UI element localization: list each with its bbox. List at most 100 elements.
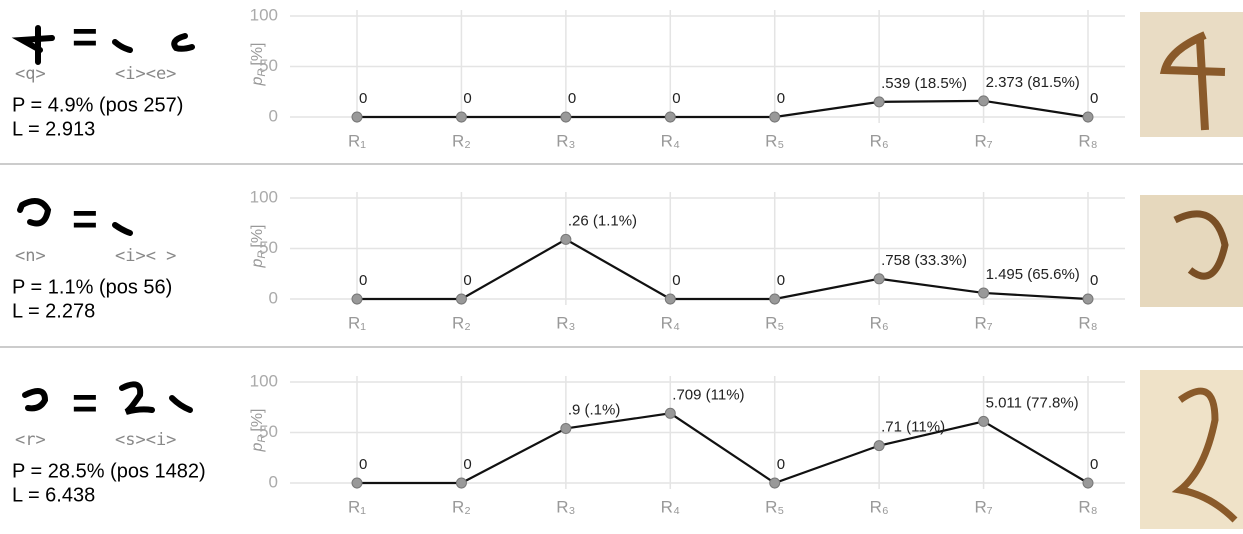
data-point <box>456 112 466 122</box>
data-point <box>770 112 780 122</box>
stat: L = 2.278 <box>12 300 95 322</box>
stat: P = 28.5% (pos 1482) <box>12 460 206 482</box>
thumbnails <box>1140 12 1243 529</box>
x-tick-label: R₄ <box>661 131 680 150</box>
y-tick-label: 0 <box>269 106 278 125</box>
data-point <box>770 294 780 304</box>
point-label: .539 (18.5%) <box>881 75 967 92</box>
point-label: 0 <box>672 90 680 107</box>
y-tick-label: 100 <box>250 187 278 206</box>
x-tick-label: R₆ <box>870 497 889 516</box>
x-tick-label: R₄ <box>661 497 680 516</box>
x-tick-label: R₆ <box>870 313 889 332</box>
point-label: 0 <box>1090 90 1098 107</box>
point-label: 0 <box>777 272 785 289</box>
point-label: 0 <box>359 456 367 473</box>
y-tick-label: 50 <box>259 422 278 441</box>
x-tick-label: R₅ <box>765 313 784 332</box>
transcription: <n> <box>15 246 46 266</box>
point-label: 0 <box>1090 456 1098 473</box>
data-point <box>456 478 466 488</box>
y-tick-label: 0 <box>269 472 278 491</box>
data-point <box>1083 294 1093 304</box>
data-point <box>979 288 989 298</box>
point-label: .758 (33.3%) <box>881 252 967 269</box>
point-label: 0 <box>359 272 367 289</box>
stat: L = 2.913 <box>12 118 95 140</box>
equation-sign: = <box>72 13 98 62</box>
y-tick-label: 0 <box>269 288 278 307</box>
x-tick-label: R₃ <box>556 131 575 150</box>
point-label: 0 <box>463 272 471 289</box>
y-tick-label: 50 <box>259 56 278 75</box>
data-point <box>979 96 989 106</box>
x-tick-label: R₁ <box>348 497 366 516</box>
x-tick-label: R₇ <box>975 131 993 150</box>
transcription: <i>< > <box>115 246 176 266</box>
data-point <box>561 234 571 244</box>
point-label: .9 (.1%) <box>568 401 621 418</box>
data-point <box>561 423 571 433</box>
data-point <box>352 294 362 304</box>
stat: P = 4.9% (pos 257) <box>12 94 183 116</box>
data-point <box>979 416 989 426</box>
x-tick-label: R₁ <box>348 131 366 150</box>
point-label: 0 <box>463 456 471 473</box>
x-tick-label: R₂ <box>452 313 471 332</box>
data-point <box>665 112 675 122</box>
y-tick-label: 50 <box>259 238 278 257</box>
y-label-symbol: p <box>249 258 266 268</box>
point-label: 0 <box>463 90 471 107</box>
data-point <box>1083 478 1093 488</box>
point-label: .709 (11%) <box>672 386 744 403</box>
point-label: 0 <box>359 90 367 107</box>
transcription: <i><e> <box>115 64 176 84</box>
x-tick-label: R₈ <box>1078 313 1097 332</box>
data-point <box>770 478 780 488</box>
stat: L = 6.438 <box>12 484 95 506</box>
x-tick-label: R₇ <box>975 497 993 516</box>
point-label: 0 <box>777 456 785 473</box>
transcription: <q> <box>15 64 46 84</box>
stat: P = 1.1% (pos 56) <box>12 276 172 298</box>
data-point <box>874 97 884 107</box>
x-tick-label: R₅ <box>765 497 784 516</box>
x-tick-label: R₈ <box>1078 497 1097 516</box>
figure: =<q><i><e>P = 4.9% (pos 257)L = 2.913pR[… <box>0 0 1243 529</box>
y-label-symbol: p <box>249 442 266 452</box>
x-tick-label: R₆ <box>870 131 889 150</box>
transcription: <r> <box>15 430 46 450</box>
equation-sign: = <box>72 195 98 244</box>
x-tick-label: R₂ <box>452 497 471 516</box>
point-label: .26 (1.1%) <box>568 212 637 229</box>
y-tick-label: 100 <box>250 371 278 390</box>
point-label: .71 (11%) <box>881 419 945 436</box>
equation-sign: = <box>72 379 98 428</box>
point-label: 0 <box>568 90 576 107</box>
data-point <box>1083 112 1093 122</box>
data-point <box>874 274 884 284</box>
x-tick-label: R₈ <box>1078 131 1097 150</box>
glyphs <box>20 28 192 412</box>
data-point <box>352 478 362 488</box>
x-tick-label: R₁ <box>348 313 366 332</box>
x-tick-label: R₄ <box>661 313 680 332</box>
x-tick-label: R₃ <box>556 313 575 332</box>
point-label: 0 <box>672 272 680 289</box>
data-point <box>665 294 675 304</box>
transcription: <s><i> <box>115 430 176 450</box>
data-point <box>352 112 362 122</box>
data-point <box>665 408 675 418</box>
x-tick-label: R₇ <box>975 313 993 332</box>
point-label: 5.011 (77.8%) <box>986 394 1079 411</box>
x-tick-label: R₃ <box>556 497 575 516</box>
x-tick-label: R₂ <box>452 131 471 150</box>
point-label: 2.373 (81.5%) <box>986 74 1080 91</box>
y-label-symbol: p <box>249 76 266 86</box>
point-label: 1.495 (65.6%) <box>986 266 1080 283</box>
x-tick-label: R₅ <box>765 131 784 150</box>
data-point <box>456 294 466 304</box>
y-tick-label: 100 <box>250 5 278 24</box>
point-label: 0 <box>1090 272 1098 289</box>
point-label: 0 <box>777 90 785 107</box>
